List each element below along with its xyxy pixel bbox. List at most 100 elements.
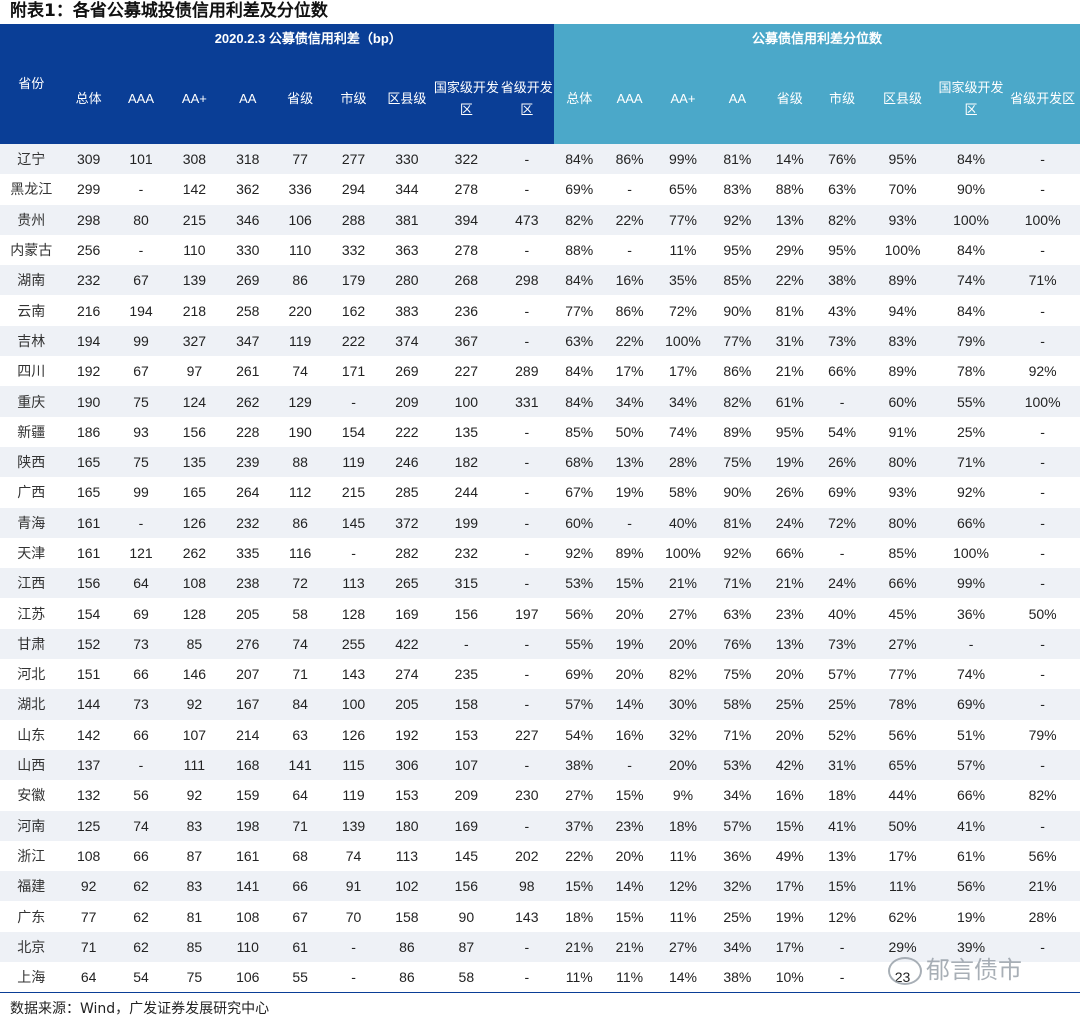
table-row: 河北 151 66 146 207 71 143 274 235-69% 20% 82% 75% 20%…: [0, 659, 1080, 690]
percentile-cell: 44%: [868, 780, 937, 811]
percentile-cell: 100%: [654, 537, 712, 569]
spread-cell: 262: [221, 386, 274, 417]
percentile-cell: 90%: [711, 477, 764, 508]
percentile-cell: 54%: [554, 719, 605, 750]
spread-cell: -: [499, 962, 555, 994]
province-cell: 青海: [0, 507, 63, 538]
province-cell: 陕西: [0, 446, 63, 478]
province-cell: 黑龙江: [0, 174, 63, 205]
spread-cell: 125: [62, 810, 115, 841]
spread-cell: 74: [273, 356, 327, 387]
percentile-cell: 20%: [654, 749, 712, 781]
spread-cell: 87: [167, 840, 222, 872]
percentile-cell: 34%: [654, 386, 712, 417]
spread-cell: 298: [62, 204, 115, 235]
percentile-cell: 82%: [654, 659, 712, 690]
percentile-cell: 13%: [763, 204, 816, 235]
percentile-cell: 85%: [711, 265, 764, 296]
spread-col-header: 国家级开发区: [433, 54, 500, 144]
spread-cell: -: [114, 174, 168, 205]
percentile-cell: 71%: [1005, 265, 1080, 296]
percentile-cell: 25%: [711, 901, 764, 932]
spread-cell: 315: [433, 568, 500, 599]
spread-cell: 255: [326, 628, 381, 660]
percentile-cell: 13%: [604, 446, 655, 478]
table-row: 辽宁 309 101 308 318 77 277 330 322-84% 86% 99% 81% 14…: [0, 144, 1080, 175]
percentile-cell: 14%: [763, 144, 816, 175]
spread-cell: 106: [273, 204, 327, 235]
spread-cell: 75: [114, 446, 168, 478]
percentile-cell: 84%: [554, 265, 605, 296]
percentile-cell: 37%: [554, 810, 605, 841]
province-cell: 内蒙古: [0, 234, 63, 266]
percentile-cell: 69%: [815, 477, 869, 508]
percentile-cell: -: [1005, 446, 1080, 478]
spread-cell: 197: [499, 598, 555, 629]
spread-cell: -: [326, 931, 381, 963]
percentile-cell: 89%: [868, 356, 937, 387]
spread-cell: 335: [221, 537, 274, 569]
percentile-cell: 16%: [604, 265, 655, 296]
spread-cell: 235: [433, 659, 500, 690]
spread-cell: 161: [221, 840, 274, 872]
table-row: 江西 156 64 108 238 72 113 265 315-53% 15% 21% 71% 21%…: [0, 568, 1080, 599]
spread-cell: 276: [221, 628, 274, 660]
spread-cell: 192: [380, 719, 434, 750]
spread-cell: 261: [221, 356, 274, 387]
spread-cell: 54: [114, 962, 168, 994]
spread-cell: 289: [499, 356, 555, 387]
spread-cell: 66: [114, 719, 168, 750]
percentile-cell: -: [1005, 628, 1080, 660]
spread-cell: 56: [114, 780, 168, 811]
percentile-cell: 51%: [936, 719, 1006, 750]
percentile-cell: 71%: [936, 446, 1006, 478]
percentile-cell: 19%: [763, 901, 816, 932]
percentile-cell: 25%: [936, 416, 1006, 447]
percentile-cell: 27%: [554, 780, 605, 811]
percentile-cell: 42%: [763, 749, 816, 781]
percentile-cell: 74%: [654, 416, 712, 447]
data-source-note: 数据来源：Wind，广发证券发展研究中心: [10, 1001, 270, 1017]
table-row: 浙江 108 66 87 161 68 74 113 145 202 22% 20% 11% 36% 49%…: [0, 840, 1080, 872]
spread-cell: 97: [167, 356, 222, 387]
spread-cell: 156: [433, 598, 500, 629]
percentile-cell: 61%: [763, 386, 816, 417]
percentile-cell: 35%: [654, 265, 712, 296]
percentile-cell: 20%: [604, 659, 655, 690]
spread-cell: 141: [221, 871, 274, 902]
percentile-cell: 9%: [654, 780, 712, 811]
spread-cell: 67: [114, 356, 168, 387]
spread-cell: 128: [326, 598, 381, 629]
percentile-cell: -: [815, 537, 869, 569]
spread-cell: 141: [273, 749, 327, 781]
percentile-cell: 63%: [554, 325, 605, 357]
percentile-cell: 69%: [554, 174, 605, 205]
percentile-cell: [1005, 962, 1080, 994]
percentile-cell: 71%: [711, 568, 764, 599]
percentile-cell: 69%: [554, 659, 605, 690]
percentile-cell: 72%: [815, 507, 869, 538]
percentile-cell: 73%: [815, 628, 869, 660]
percentile-cell: 21%: [554, 931, 605, 963]
spread-cell: 246: [380, 446, 434, 478]
percentile-cell: 21%: [654, 568, 712, 599]
spread-cell: -: [499, 568, 555, 599]
spread-cell: 70: [326, 901, 381, 932]
percentile-cell: 58%: [711, 689, 764, 720]
wechat-icon: [888, 957, 922, 985]
percentile-cell: 79%: [1005, 719, 1080, 750]
spread-cell: 209: [380, 386, 434, 417]
percentile-cell: 29%: [763, 234, 816, 266]
percentile-col-header: AAA: [604, 54, 655, 144]
spread-cell: 347: [221, 325, 274, 357]
spread-cell: -: [499, 416, 555, 447]
percentile-cell: 22%: [554, 840, 605, 872]
percentile-cell: 75%: [711, 446, 764, 478]
percentile-cell: 25%: [815, 689, 869, 720]
percentile-cell: -: [604, 749, 655, 781]
province-cell: 湖北: [0, 689, 63, 720]
percentile-cell: 99%: [936, 568, 1006, 599]
percentile-cell: 17%: [763, 871, 816, 902]
province-cell: 上海: [0, 962, 63, 994]
table-row: 广东 77 62 81 108 67 70 158 90 143 18% 15% 11% 25% 19% 12…: [0, 901, 1080, 932]
